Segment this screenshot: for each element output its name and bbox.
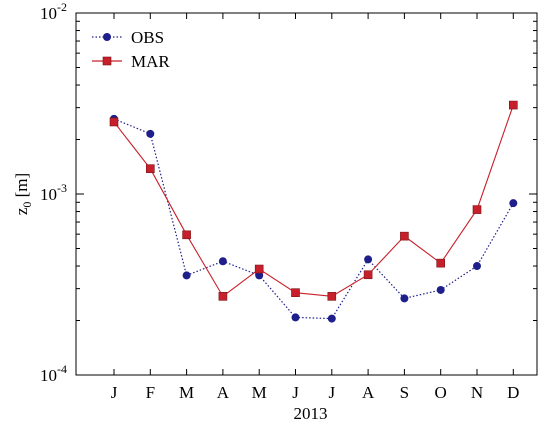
- y-tick-label: 10-4: [40, 362, 67, 385]
- data-point-obs: [255, 271, 264, 280]
- x-tick-label: J: [292, 383, 299, 402]
- data-point-mar: [254, 264, 264, 274]
- data-point-obs: [364, 255, 373, 264]
- data-point-mar: [146, 164, 155, 173]
- data-point-obs: [146, 129, 155, 138]
- x-tick-label: A: [217, 383, 230, 402]
- data-point-mar: [182, 230, 191, 240]
- data-point-mar: [508, 100, 518, 110]
- x-tick-label: S: [400, 383, 409, 402]
- data-point-mar: [472, 205, 482, 214]
- x-tick-label: F: [146, 383, 155, 402]
- x-axis-label: 2013: [294, 404, 328, 423]
- data-point-obs: [509, 199, 518, 208]
- series-line-mar: [113, 104, 514, 298]
- legend-label-mar: MAR: [131, 52, 170, 71]
- data-point-mar: [291, 288, 300, 297]
- data-point-obs: [473, 262, 481, 271]
- data-point-obs: [182, 271, 191, 280]
- y-tick-label: 10-2: [40, 0, 67, 23]
- data-point-obs: [400, 294, 409, 303]
- data-point-obs: [327, 314, 336, 323]
- y-axis-label: z0 [m]: [12, 173, 34, 215]
- data-point-mar: [436, 258, 446, 268]
- data-point-mar: [327, 292, 337, 301]
- data-point-mar: [400, 231, 409, 241]
- legend-label-obs: OBS: [131, 28, 164, 47]
- x-tick-label: A: [362, 383, 375, 402]
- x-tick-label: M: [252, 383, 267, 402]
- x-tick-label: N: [471, 383, 483, 402]
- data-point-obs: [291, 313, 300, 322]
- x-tick-label: D: [507, 383, 519, 402]
- data-point-mar: [363, 270, 373, 280]
- x-tick-label: J: [111, 383, 118, 402]
- legend-marker-mar: [102, 56, 112, 66]
- data-point-obs: [436, 285, 445, 294]
- data-point-obs: [218, 257, 227, 266]
- x-tick-label: J: [328, 383, 335, 402]
- data-point-mar: [218, 292, 228, 301]
- x-tick-label: M: [179, 383, 194, 402]
- x-tick-label: O: [435, 383, 447, 402]
- series-line-obs: [113, 118, 514, 320]
- data-point-mar: [109, 117, 119, 127]
- y-tick-label: 10-3: [40, 181, 67, 204]
- legend-marker-obs: [103, 33, 111, 41]
